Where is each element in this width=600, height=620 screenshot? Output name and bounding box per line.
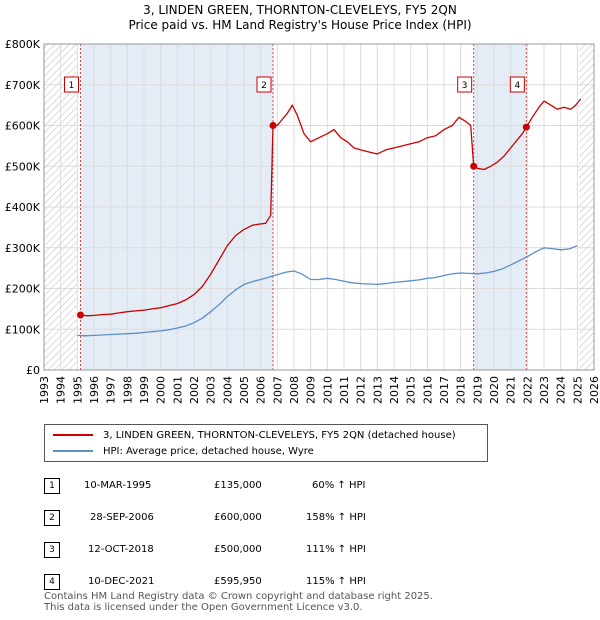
x-tick-label: 2009 <box>305 376 318 404</box>
x-tick-label: 1995 <box>71 376 84 404</box>
y-tick-label: £0 <box>26 364 40 377</box>
sale-marker-label: 4 <box>514 81 520 91</box>
x-tick-label: 2003 <box>205 376 218 404</box>
sale-marker-box <box>256 76 272 93</box>
price-chart: 1 2 3 4 £0 £100K £200K £300K £400K £500K £600K £70… <box>5 38 600 404</box>
x-tick-label: 2021 <box>505 376 518 404</box>
sale-number: 4 <box>44 574 60 590</box>
x-tick-label: 2008 <box>288 376 301 404</box>
y-tick-label: £800K <box>5 38 41 51</box>
x-tick-label: 2013 <box>371 376 384 404</box>
property-price-line <box>80 98 582 317</box>
legend-swatch-hpi <box>53 450 93 452</box>
x-tick-label: 2001 <box>171 376 184 404</box>
sale-marker-box <box>64 76 79 93</box>
x-tick-label: 2005 <box>238 376 251 404</box>
x-tick-label: 2020 <box>488 376 501 404</box>
sale-row: 1 10-MAR-1995 £135,000 60% ↑ HPI <box>0 475 600 497</box>
legend-item-hpi: HPI: Average price, detached house, Wyre <box>53 443 314 459</box>
x-tick-label: 2014 <box>388 376 401 404</box>
sale-marker-box <box>509 76 525 93</box>
legend-swatch-property <box>53 434 93 436</box>
y-tick-label: £300K <box>5 242 41 255</box>
chart-title: 3, LINDEN GREEN, THORNTON-CLEVELEYS, FY5… <box>143 3 457 17</box>
sale-number: 3 <box>44 542 60 558</box>
sale-price: £135,000 <box>214 480 262 491</box>
x-tick-label: 2015 <box>405 376 418 404</box>
sale-point <box>470 162 478 170</box>
x-tick-label: 2010 <box>321 376 334 404</box>
y-tick-label: £700K <box>5 79 41 92</box>
sale-marker-label: 2 <box>261 81 267 91</box>
x-tick-label: 1993 <box>38 376 51 404</box>
sale-row: 2 28-SEP-2006 £600,000 158% ↑ HPI <box>0 507 600 529</box>
sale-marker-box <box>457 76 473 93</box>
x-tick-label: 2024 <box>555 376 568 404</box>
sale-date: 28-SEP-2006 <box>90 512 154 523</box>
plot-border <box>43 43 595 371</box>
x-tick-label: 2017 <box>438 376 451 404</box>
sale-number: 1 <box>44 478 60 494</box>
sale-marker-label: 3 <box>462 81 468 91</box>
x-tick-label: 1998 <box>121 376 134 404</box>
legend-label-hpi: HPI: Average price, detached house, Wyre <box>103 445 314 457</box>
x-tick-label: 1999 <box>138 376 151 404</box>
x-tick-label: 2000 <box>155 376 168 404</box>
y-tick-label: £400K <box>5 201 41 214</box>
sale-hpi-change: 158% ↑ HPI <box>306 512 366 523</box>
sale-point <box>522 123 530 131</box>
y-tick-label: £600K <box>5 120 41 133</box>
sale-date: 12-OCT-2018 <box>88 544 154 555</box>
x-tick-label: 2023 <box>538 376 551 404</box>
sale-price: £500,000 <box>214 544 262 555</box>
chart-subtitle: Price paid vs. HM Land Registry's House … <box>128 18 472 32</box>
x-tick-label: 2026 <box>588 376 600 404</box>
sale-point <box>77 311 84 319</box>
x-tick-label: 2002 <box>188 376 201 404</box>
y-tick-label: £500K <box>5 160 41 173</box>
x-tick-label: 2022 <box>521 376 534 404</box>
sale-hpi-change: 111% ↑ HPI <box>306 544 366 555</box>
x-tick-label: 1997 <box>105 376 118 404</box>
x-tick-label: 2012 <box>355 376 368 404</box>
x-tick-label: 2006 <box>255 376 268 404</box>
x-tick-label: 2007 <box>271 376 284 404</box>
legend-item-property: 3, LINDEN GREEN, THORNTON-CLEVELEYS, FY5… <box>53 427 456 443</box>
sale-date: 10-MAR-1995 <box>84 480 152 491</box>
y-tick-label: £200K <box>5 283 41 296</box>
sale-marker-label: 1 <box>69 81 75 91</box>
x-tick-label: 2004 <box>221 376 234 404</box>
footer-copyright: Contains HM Land Registry data © Crown c… <box>44 591 433 602</box>
x-tick-label: 1996 <box>88 376 101 404</box>
sale-hpi-change: 60% ↑ HPI <box>312 480 366 491</box>
x-tick-label: 1994 <box>55 376 68 404</box>
x-tick-label: 2016 <box>421 376 434 404</box>
y-tick-label: £100K <box>5 323 41 336</box>
sale-point <box>269 122 277 129</box>
sale-hpi-change: 115% ↑ HPI <box>306 576 366 587</box>
sale-number: 2 <box>44 510 60 526</box>
x-tick-label: 2025 <box>571 376 584 404</box>
sale-price: £595,950 <box>214 576 262 587</box>
x-tick-label: 2011 <box>338 376 351 404</box>
footer-licence: This data is licensed under the Open Gov… <box>44 602 363 613</box>
x-tick-label: 2019 <box>471 376 484 404</box>
legend-label-property: 3, LINDEN GREEN, THORNTON-CLEVELEYS, FY5… <box>103 429 456 441</box>
sale-row: 3 12-OCT-2018 £500,000 111% ↑ HPI <box>0 539 600 561</box>
hpi-line <box>77 245 578 337</box>
sale-row: 4 10-DEC-2021 £595,950 115% ↑ HPI <box>0 571 600 593</box>
sale-date: 10-DEC-2021 <box>88 576 155 587</box>
x-tick-label: 2018 <box>455 376 468 404</box>
legend: 3, LINDEN GREEN, THORNTON-CLEVELEYS, FY5… <box>44 424 488 462</box>
sale-price: £600,000 <box>214 512 262 523</box>
